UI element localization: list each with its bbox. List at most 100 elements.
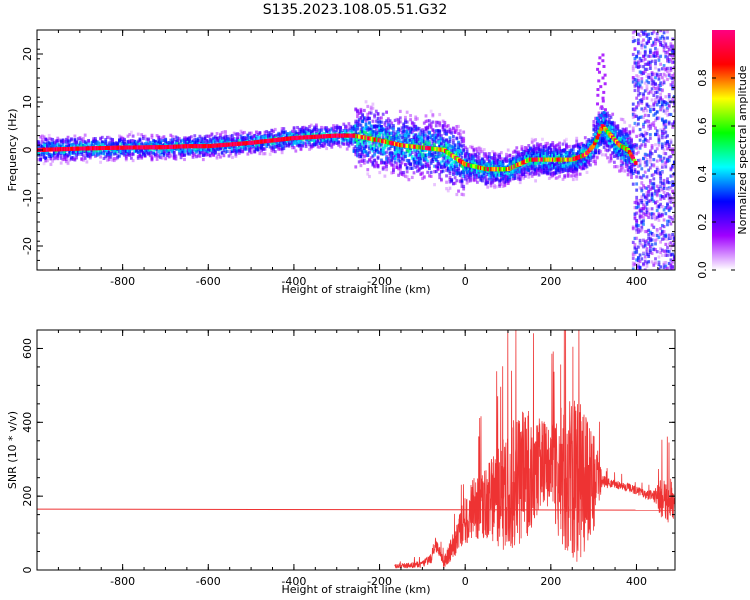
spectrogram-cell (253, 134, 257, 139)
spectrogram-cell (52, 157, 56, 161)
spectrogram-cell (75, 153, 78, 157)
spectrogram-cell (535, 144, 539, 148)
spectrogram-cell (59, 150, 63, 155)
spectrogram-cell (152, 139, 156, 143)
spectrogram-cell (59, 161, 63, 165)
spectrogram-cell (282, 127, 286, 131)
spectrogram-cell (222, 148, 226, 152)
spectrogram-cell (475, 147, 479, 151)
spectrogram-cell (506, 158, 510, 163)
spectrogram-cell (287, 134, 291, 138)
spectrogram-cell (124, 149, 128, 153)
spectrogram-cell (443, 123, 447, 127)
spectrogram-cell (542, 163, 546, 167)
spectrogram-cell (157, 142, 161, 146)
spectrogram-cell (243, 130, 246, 135)
spectrogram-cell (231, 133, 234, 138)
spectrogram-cell (508, 174, 512, 179)
spectrogram-cell (332, 127, 335, 131)
spectrogram-cell (311, 133, 315, 137)
spectrogram-cell (515, 158, 519, 162)
spectrogram-cell (535, 155, 539, 159)
spectrogram-cell (354, 152, 358, 157)
spectrogram-cell (88, 152, 92, 157)
spectrogram-cell (71, 157, 75, 161)
spectrogram-cell (429, 159, 433, 163)
spectrogram-cell (200, 148, 204, 152)
spectrogram-cell (369, 147, 373, 151)
spectrogram-cell (304, 130, 308, 134)
spectrogram-cell (249, 143, 253, 147)
spectrogram-cell (448, 166, 452, 170)
spectrogram-cell (78, 140, 82, 145)
spectrogram-cell (484, 155, 488, 159)
spectrogram-cell (174, 141, 178, 145)
spectrogram-cell (128, 132, 132, 137)
spectrogram-cell (419, 132, 423, 136)
spectrogram-cell (164, 150, 168, 154)
spectrogram-cell (494, 173, 498, 177)
spectrogram-cell (80, 152, 84, 156)
spectrogram-cell (253, 137, 257, 142)
spectrogram-cell (463, 174, 467, 178)
spectrogram-cell (71, 151, 75, 155)
spectrogram-cell (97, 142, 101, 146)
spectrogram-cell (419, 157, 423, 161)
spectrogram-cell (559, 170, 563, 174)
spectrogram-cell (445, 146, 448, 151)
spectrogram-cell (157, 150, 161, 154)
spectrogram-cell (357, 118, 361, 122)
spectrogram-cell (462, 136, 466, 141)
spectrogram-cell (116, 142, 120, 146)
spectrogram-cell (374, 124, 378, 128)
spectrogram-cell (193, 153, 197, 157)
spectrogram-cell (404, 125, 407, 129)
spectrogram-cell (417, 150, 421, 155)
spectrogram-cell (458, 149, 462, 153)
spectrogram-cell (556, 143, 560, 147)
spectrogram-cell (102, 149, 106, 153)
spectrogram-cell (268, 133, 272, 137)
spectrogram-cell (460, 181, 464, 185)
spectrogram-cell (474, 147, 478, 151)
spectrogram-cell (374, 149, 378, 153)
spectrogram-cell (400, 161, 404, 165)
spectrogram-cell (42, 152, 46, 156)
spectrogram-cell (159, 155, 162, 160)
spectrogram-cell (193, 147, 197, 151)
spectrogram-cell (496, 164, 500, 168)
spectrogram-cell (457, 167, 460, 171)
spectrogram-cell (499, 161, 503, 166)
spectrogram-cell (265, 134, 269, 139)
spectrogram-cell (140, 142, 144, 146)
spectrogram-cell (133, 139, 137, 144)
spectrogram-cell (94, 150, 97, 154)
spectrogram-cell (409, 114, 412, 118)
spectrogram-cell (181, 138, 185, 142)
spectrogram-cell (518, 170, 522, 174)
spectrogram-cell (424, 164, 428, 169)
spectrogram-cell (537, 143, 541, 147)
spectrogram-cell (311, 128, 315, 132)
spectrogram-cell (51, 153, 55, 157)
spectrogram-cell (73, 137, 77, 142)
spectrogram-cell (361, 127, 365, 131)
spectrogram-cell (450, 148, 454, 153)
spectrogram-cell (121, 152, 125, 156)
spectrogram-cell (195, 140, 198, 144)
spectrogram-cell (361, 119, 365, 123)
spectrogram-cell (443, 120, 447, 125)
spectrogram-cell (369, 159, 373, 164)
spectrogram-cell (333, 137, 337, 141)
spectrogram-cell (124, 156, 128, 160)
spectrogram-cell (148, 141, 152, 145)
spectrogram-cell (463, 165, 467, 170)
spectrogram-cell (112, 142, 116, 146)
spectrogram-cell (405, 129, 409, 133)
spectrogram-cell (383, 121, 387, 125)
spectrogram-cell (224, 150, 228, 154)
spectrogram-cell (433, 134, 436, 138)
spectrogram-cell (505, 179, 508, 183)
spectrogram-cell (546, 167, 549, 171)
spectrogram-cell (417, 137, 421, 141)
